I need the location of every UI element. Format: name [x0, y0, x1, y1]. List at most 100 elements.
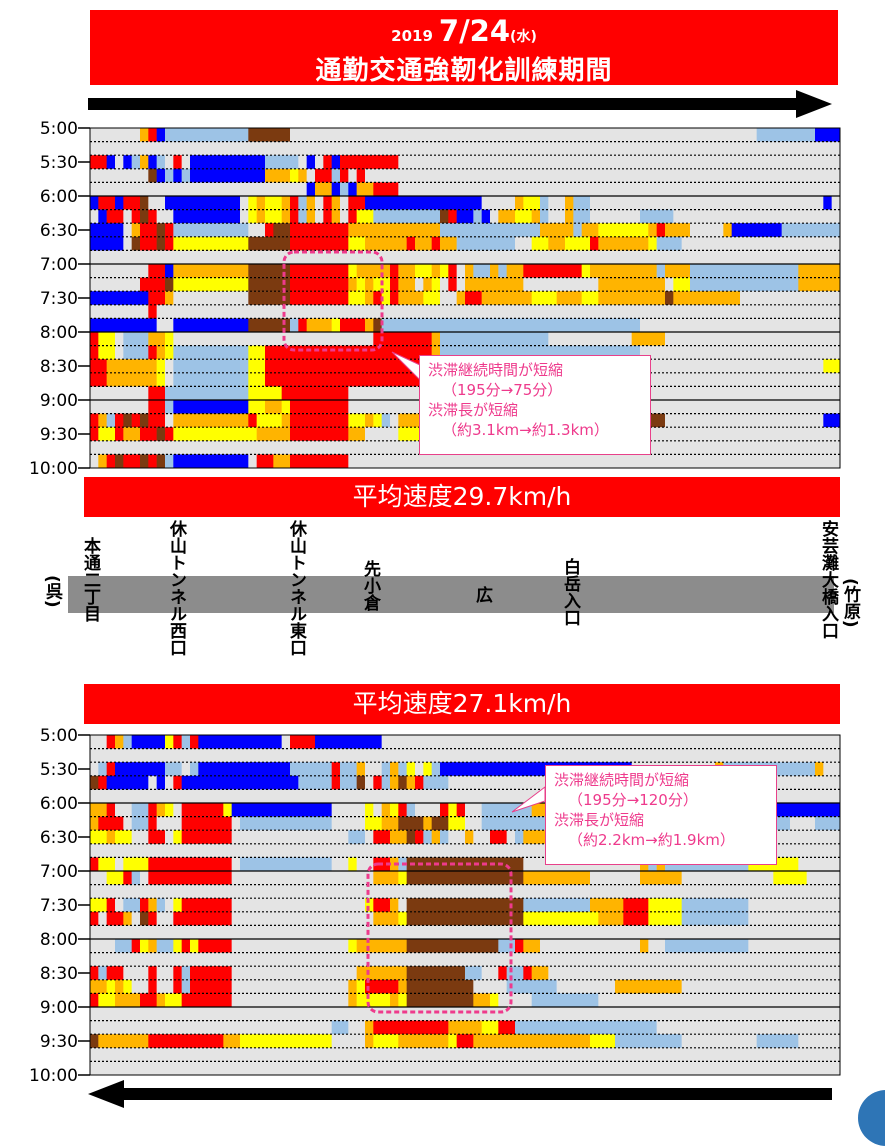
heat-cell: [190, 966, 232, 980]
heat-cell: [390, 762, 399, 776]
heat-cell: [115, 196, 124, 210]
heat-cell: [90, 454, 99, 469]
heat-cell: [598, 911, 624, 926]
heat-cell: [365, 318, 374, 333]
heat-cell: [398, 1034, 449, 1048]
heat-cell: [123, 966, 149, 980]
station-kure: (呉): [42, 575, 62, 608]
heat-cell: [190, 762, 199, 776]
heat-cell: [415, 277, 424, 292]
heat-cell: [231, 857, 241, 872]
heat-cell: [190, 735, 199, 749]
heat-cell: [90, 223, 124, 237]
heat-cell: [448, 1034, 457, 1048]
heat-cell: [90, 345, 99, 360]
heat-cell: [90, 1047, 841, 1062]
heat-cell: [398, 871, 407, 885]
heat-cell: [381, 816, 399, 831]
heat-cell: [590, 196, 824, 210]
heat-cell: [115, 155, 124, 169]
heat-cell: [381, 803, 391, 817]
heat-cell: [356, 966, 407, 980]
heat-cell: [290, 413, 349, 428]
heat-cell: [231, 803, 332, 817]
heat-cell: [290, 264, 349, 278]
heat-cell: [165, 775, 174, 790]
heat-cell: [390, 291, 399, 305]
heat-cell: [440, 223, 541, 237]
callout-bottom: 渋滞継続時間が短縮 （195分→120分） 渋滞長が短縮 （約2.2km→約1.…: [545, 765, 777, 865]
heat-cell: [156, 966, 174, 980]
heat-cell: [665, 413, 824, 428]
heat-cell: [390, 993, 399, 1008]
heat-cell: [290, 454, 349, 469]
heat-cell: [256, 413, 282, 428]
heat-cell: [390, 264, 399, 278]
heat-cell: [165, 803, 174, 817]
heat-cell: [106, 454, 116, 469]
station-kyuzan-west: 休山トンネル西口: [166, 520, 186, 656]
heat-cell: [523, 939, 541, 953]
heat-cell: [640, 318, 841, 333]
heat-cell: [156, 223, 166, 237]
heat-cell: [331, 155, 341, 169]
heat-cell: [348, 277, 357, 292]
heat-cell: [115, 345, 124, 360]
heat-cell: [248, 413, 257, 428]
heat-cell: [473, 979, 507, 994]
heat-cell: [231, 871, 374, 885]
time-label: 8:00: [40, 930, 78, 950]
heat-cell: [248, 264, 291, 278]
heat-cell: [290, 128, 757, 142]
heat-cell: [90, 168, 149, 183]
heat-cell: [531, 291, 557, 305]
heat-cell: [156, 304, 841, 319]
heat-cell: [540, 209, 549, 224]
heat-cell: [106, 735, 116, 749]
heat-cell: [406, 762, 416, 776]
heat-cell: [156, 168, 166, 183]
heat-cell: [490, 209, 499, 224]
heat-cell: [373, 830, 391, 844]
heat-cell: [165, 454, 174, 469]
heat-cell: [123, 857, 149, 872]
heat-cell: [523, 277, 599, 292]
heat-cell: [448, 1020, 482, 1035]
heat-cell: [640, 871, 682, 885]
heat-cell: [173, 454, 249, 469]
heat-cell: [140, 911, 149, 926]
heat-cell: [290, 168, 299, 183]
heat-cell: [181, 898, 232, 912]
heat-cell: [115, 332, 124, 346]
heat-cell: [173, 400, 249, 414]
heat-cell: [290, 427, 349, 441]
heat-cell: [723, 223, 732, 237]
heat-cell: [165, 830, 174, 844]
heat-cell: [465, 966, 482, 980]
heat-cell: [181, 762, 191, 776]
station-takehara: (竹原): [840, 578, 860, 628]
heat-cell: [531, 993, 599, 1008]
heat-cell: [590, 264, 657, 278]
heat-cell: [231, 939, 349, 953]
heat-cell: [148, 196, 166, 210]
heat-cell: [348, 830, 366, 844]
heat-cell: [173, 898, 182, 912]
heat-cell: [773, 871, 807, 885]
heat-cell: [623, 898, 649, 912]
heat-cell: [448, 816, 466, 831]
heat-cell: [315, 735, 382, 749]
heat-cell: [140, 427, 157, 441]
heat-cell: [98, 454, 107, 469]
heat-cell: [356, 979, 366, 994]
heat-cell: [390, 803, 399, 817]
heat-cell: [265, 196, 282, 210]
heat-cell: [615, 1034, 682, 1048]
heat-cell: [690, 277, 799, 292]
heat-cell: [240, 196, 249, 210]
heat-cell: [140, 155, 149, 169]
heat-cell: [248, 196, 257, 210]
heat-cell: [265, 155, 299, 169]
heat-cell: [581, 223, 599, 237]
heat-cell: [123, 345, 149, 360]
